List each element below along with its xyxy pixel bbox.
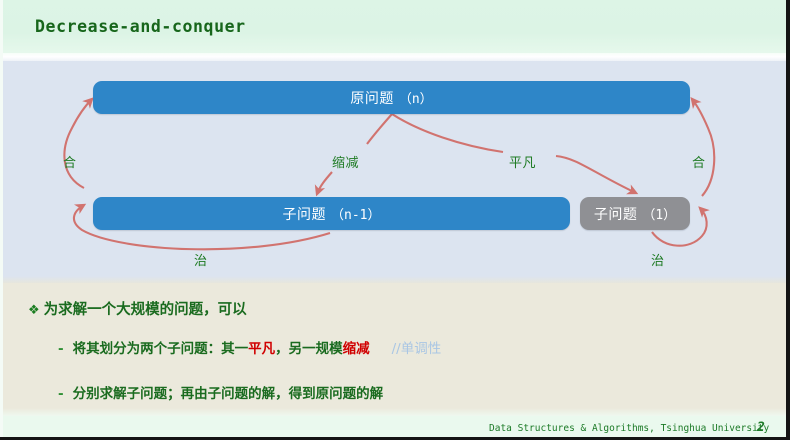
bullet-split: - 将其划分为两个子问题：其一平凡，另一规模缩减 //单调性 (58, 337, 441, 357)
dash-marker-2: - (58, 386, 64, 402)
slide-right-edge (786, 0, 790, 440)
page-title: Decrease-and-conquer (35, 17, 246, 36)
diagram-box-original-problem[interactable]: 原问题 （n） (93, 81, 690, 114)
box-sub-1-label: 子问题 (593, 206, 638, 223)
header-divider (3, 53, 786, 61)
slide-bottom-edge (0, 437, 790, 440)
box-sub-1-size: （1） (642, 208, 677, 223)
diamond-bullet-icon: ❖ (28, 303, 40, 318)
slide-footer (3, 416, 786, 437)
diagram-box-subproblem-1[interactable]: 子问题 （1） (580, 197, 690, 230)
edge-label-merge-left: 合 (63, 156, 77, 171)
box-sub-n1-size: （n-1） (331, 208, 381, 223)
slide-left-edge (0, 0, 3, 440)
edge-label-reduce: 缩减 (332, 156, 360, 171)
diagram-box-subproblem-n-1[interactable]: 子问题 （n-1） (93, 197, 570, 230)
box-root-label: 原问题 (350, 90, 394, 107)
page-number: 2 (757, 420, 765, 435)
bullet-split-mid: ，另一规模 (275, 341, 343, 357)
bullet-solve: - 分别求解子问题；再由子问题的解，得到原问题的解 (58, 382, 383, 402)
edge-label-merge-right: 合 (692, 156, 706, 171)
bullet-split-comment: //单调性 (391, 341, 442, 357)
box-sub-n1-label: 子问题 (282, 206, 326, 223)
edge-label-conquer-left: 治 (194, 254, 208, 269)
dash-marker-1: - (58, 341, 64, 357)
bullet-split-highlight-trivial: 平凡 (248, 341, 276, 357)
footer-attribution: Data Structures & Algorithms, Tsinghua U… (489, 423, 770, 434)
bullet-split-pre: 将其划分为两个子问题：其一 (72, 341, 249, 357)
slide-header (3, 0, 786, 53)
panel-divider (3, 276, 786, 283)
box-root-size: （n） (398, 92, 433, 107)
bullet-level1-text: 为求解一个大规模的问题，可以 (43, 302, 247, 318)
slide-body (3, 283, 786, 410)
edge-label-trivial: 平凡 (509, 156, 537, 171)
bullet-split-highlight-reduce: 缩减 (342, 341, 370, 357)
edge-label-conquer-right: 治 (651, 254, 665, 269)
bullet-solve-text: 分别求解子问题；再由子问题的解，得到原问题的解 (72, 386, 384, 402)
bullet-level1: ❖ 为求解一个大规模的问题，可以 (28, 298, 247, 319)
body-divider (3, 408, 786, 416)
